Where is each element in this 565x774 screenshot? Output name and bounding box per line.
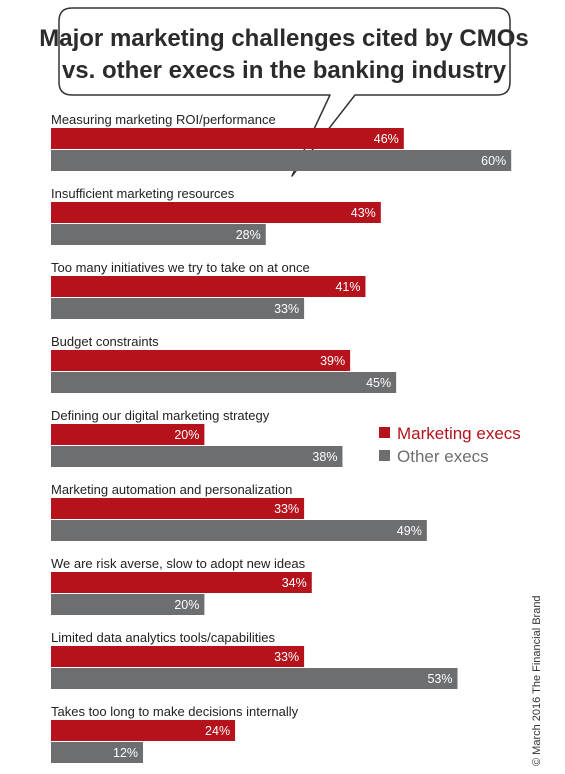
bar-value-label: 28%	[236, 228, 261, 242]
bar-other-execs	[51, 298, 305, 319]
category-label: Measuring marketing ROI/performance	[51, 112, 276, 127]
bar-marketing-execs	[51, 572, 312, 593]
title-bubble: Major marketing challenges cited by CMOs…	[39, 7, 529, 177]
chart-title-line-2: vs. other execs in the banking industry	[62, 57, 507, 84]
bar-value-label: 45%	[366, 376, 391, 390]
legend-label-marketing-execs: Marketing execs	[397, 424, 521, 443]
bar-other-execs	[51, 224, 266, 245]
bar-marketing-execs	[51, 646, 305, 667]
bar-value-label: 34%	[282, 576, 307, 590]
bar-value-label: 33%	[274, 650, 299, 664]
bar-value-label: 53%	[427, 672, 452, 686]
category-label: Budget constraints	[51, 334, 159, 349]
bar-other-execs	[51, 150, 512, 171]
legend-swatch-other-execs	[379, 450, 390, 461]
category-label: Defining our digital marketing strategy	[51, 408, 270, 423]
category-label: Takes too long to make decisions interna…	[51, 704, 299, 719]
bar-other-execs	[51, 742, 144, 763]
legend: Marketing execs Other execs	[379, 424, 521, 466]
bar-value-label: 38%	[312, 450, 337, 464]
category-label: Marketing automation and personalization	[51, 482, 292, 497]
bar-value-label: 49%	[397, 524, 422, 538]
bar-other-execs	[51, 668, 458, 689]
legend-label-other-execs: Other execs	[397, 447, 489, 466]
bar-value-label: 20%	[174, 428, 199, 442]
bar-value-label: 39%	[320, 354, 345, 368]
bar-value-label: 46%	[374, 132, 399, 146]
category-label: Too many initiatives we try to take on a…	[51, 260, 310, 275]
legend-swatch-marketing-execs	[379, 427, 390, 438]
bar-other-execs	[51, 520, 427, 541]
bar-value-label: 41%	[335, 280, 360, 294]
bar-other-execs	[51, 372, 397, 393]
bar-marketing-execs	[51, 720, 236, 741]
bar-value-label: 33%	[274, 502, 299, 516]
chart-title-line-1: Major marketing challenges cited by CMOs	[39, 25, 528, 52]
bar-value-label: 12%	[113, 746, 138, 760]
category-label: Limited data analytics tools/capabilitie…	[51, 630, 276, 645]
bar-marketing-execs	[51, 424, 205, 445]
bar-value-label: 20%	[174, 598, 199, 612]
category-label: We are risk averse, slow to adopt new id…	[51, 556, 306, 571]
bar-value-label: 60%	[481, 154, 506, 168]
bar-value-label: 43%	[351, 206, 376, 220]
bar-value-label: 24%	[205, 724, 230, 738]
bar-marketing-execs	[51, 128, 404, 149]
bars-layer: Measuring marketing ROI/performance 46% 60…	[51, 112, 512, 763]
copyright-credit: © March 2016 The Financial Brand	[531, 595, 543, 766]
bar-marketing-execs	[51, 202, 381, 223]
category-label: Insufficient marketing resources	[51, 186, 235, 201]
bar-value-label: 33%	[274, 302, 299, 316]
bar-other-execs	[51, 594, 205, 615]
bar-marketing-execs	[51, 498, 305, 519]
bar-marketing-execs	[51, 276, 366, 297]
bar-marketing-execs	[51, 350, 351, 371]
bar-other-execs	[51, 446, 343, 467]
